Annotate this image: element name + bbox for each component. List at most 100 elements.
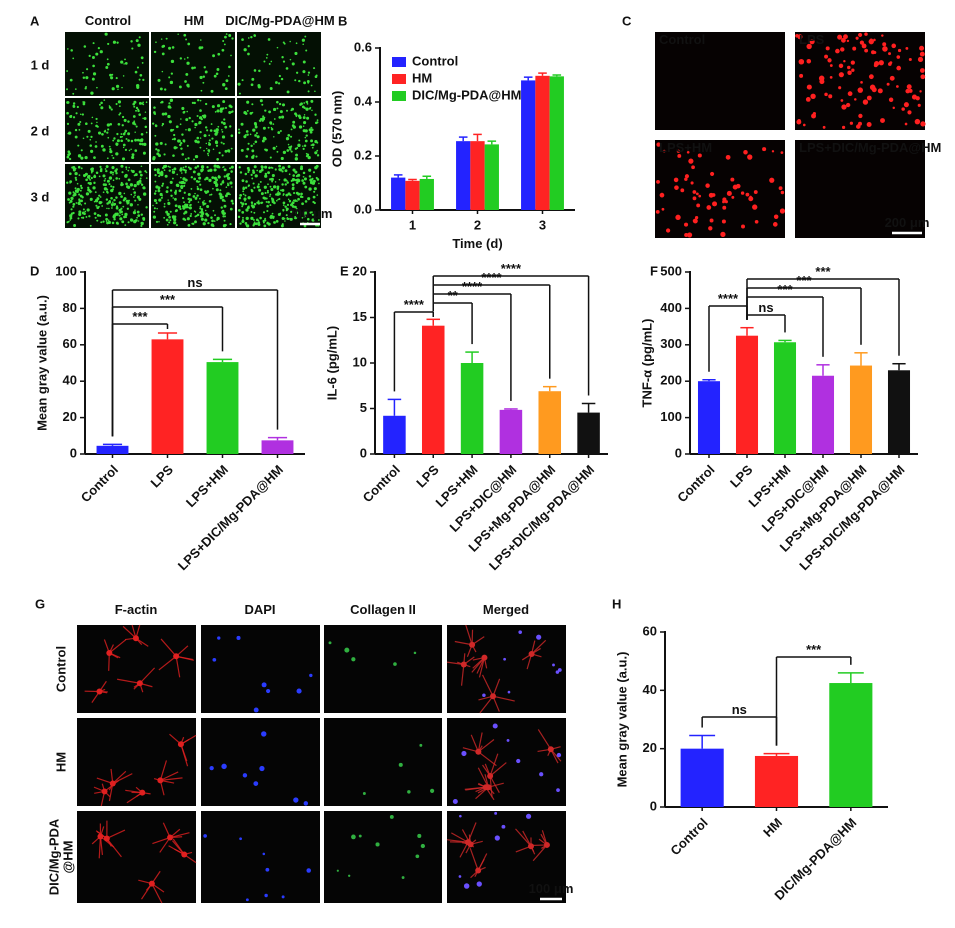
cell-dot: [299, 195, 303, 198]
cell-dot: [302, 147, 305, 150]
cell-dot: [176, 173, 178, 176]
cell-dot: [284, 205, 287, 208]
cell-dot: [201, 114, 204, 117]
cell-dot: [314, 151, 318, 155]
cell-fiber: [152, 836, 171, 845]
cell-dot: [73, 224, 77, 227]
cell-dot: [294, 51, 298, 56]
cell-dot: [180, 142, 183, 145]
cell-dot: [743, 149, 748, 155]
cell-dot: [194, 220, 197, 224]
cell-dot: [121, 86, 123, 89]
cell-dot: [139, 177, 142, 180]
cell-dot: [228, 111, 232, 115]
row-label: @HM: [60, 841, 75, 874]
cell-dot: [66, 111, 69, 115]
cell-dot: [122, 132, 126, 136]
bar: [549, 76, 564, 210]
cell-dot: [285, 207, 288, 210]
cell-dot: [295, 174, 299, 178]
cell-dot: [116, 144, 118, 147]
cell-dot: [143, 192, 146, 195]
bar: [499, 409, 523, 454]
cell-dot: [696, 203, 701, 208]
cell-dot: [99, 165, 102, 168]
cell-dot: [163, 205, 166, 208]
cell-dot: [161, 184, 164, 187]
cell-dot: [214, 132, 218, 136]
cell-dot: [257, 223, 261, 226]
cell-dot: [285, 193, 289, 197]
cell-dot: [184, 80, 187, 83]
cell-dot: [113, 137, 116, 140]
cell-dot: [302, 125, 305, 128]
cell-dot: [282, 204, 285, 206]
cell-dot: [92, 64, 95, 68]
cell-dot: [262, 196, 266, 200]
cell-dot: [809, 38, 815, 45]
cell-dot: [90, 171, 93, 174]
cell-dot: [205, 147, 208, 150]
cell-dot: [253, 202, 257, 206]
cell-dot: [314, 90, 316, 93]
cell-dot: [287, 198, 290, 201]
cell-dot: [722, 205, 727, 210]
cell-dot: [72, 205, 75, 208]
cell-dot: [179, 143, 182, 147]
cell-dot: [275, 219, 279, 223]
cell-dot: [905, 88, 910, 94]
cell-dot: [138, 78, 141, 81]
cell-dot: [185, 38, 188, 41]
cell-dot: [237, 82, 241, 86]
significance-label: ***: [806, 642, 822, 657]
cell-dot: [129, 183, 134, 187]
cell-dot: [305, 152, 308, 155]
cell-dot: [300, 102, 303, 106]
cell-dot: [104, 177, 107, 180]
cell-dot: [859, 40, 865, 45]
micrograph: [655, 32, 785, 130]
cell-dot: [208, 178, 212, 182]
cell-dot: [158, 154, 162, 158]
cell-dot: [244, 172, 248, 176]
y-tick-label: 300: [660, 336, 682, 351]
cell-dot: [111, 73, 114, 76]
cell-dot: [824, 54, 829, 59]
cell-dot: [183, 110, 186, 113]
cell-dot: [188, 116, 191, 120]
cell-dot: [294, 79, 297, 82]
cell-dot: [124, 148, 128, 151]
cell-dot: [203, 834, 207, 838]
cell-dot: [304, 177, 307, 180]
cell-dot: [265, 197, 268, 200]
cell-dot: [82, 208, 85, 211]
legend-swatch: [392, 57, 406, 67]
cell-dot: [199, 75, 203, 80]
cell-dot: [684, 177, 688, 181]
cell-dot: [858, 32, 863, 38]
cell-fiber: [446, 839, 469, 843]
cell-dot: [117, 88, 119, 91]
cell-dot: [144, 170, 147, 173]
cell-dot: [886, 82, 890, 86]
cell-dot: [80, 149, 83, 152]
significance-label: ***: [777, 282, 793, 297]
cell-dot: [181, 180, 185, 185]
scale-bar-label: 200 μm: [885, 215, 930, 230]
cell-dot: [77, 122, 81, 126]
cell-dot: [187, 157, 190, 160]
cell-dot: [70, 208, 73, 211]
cell-dot: [878, 60, 884, 66]
cell-dot: [223, 118, 226, 121]
cell-dot: [452, 799, 458, 805]
cell-dot: [896, 85, 899, 88]
cell-dot: [135, 39, 139, 43]
cell-dot: [163, 169, 166, 172]
cell-dot: [97, 46, 100, 50]
cell-dot: [109, 73, 112, 77]
cell-dot: [203, 66, 206, 69]
micrograph: [447, 625, 566, 713]
cell-fiber: [477, 853, 488, 871]
cell-dot: [177, 139, 181, 143]
cell-dot: [257, 85, 261, 89]
